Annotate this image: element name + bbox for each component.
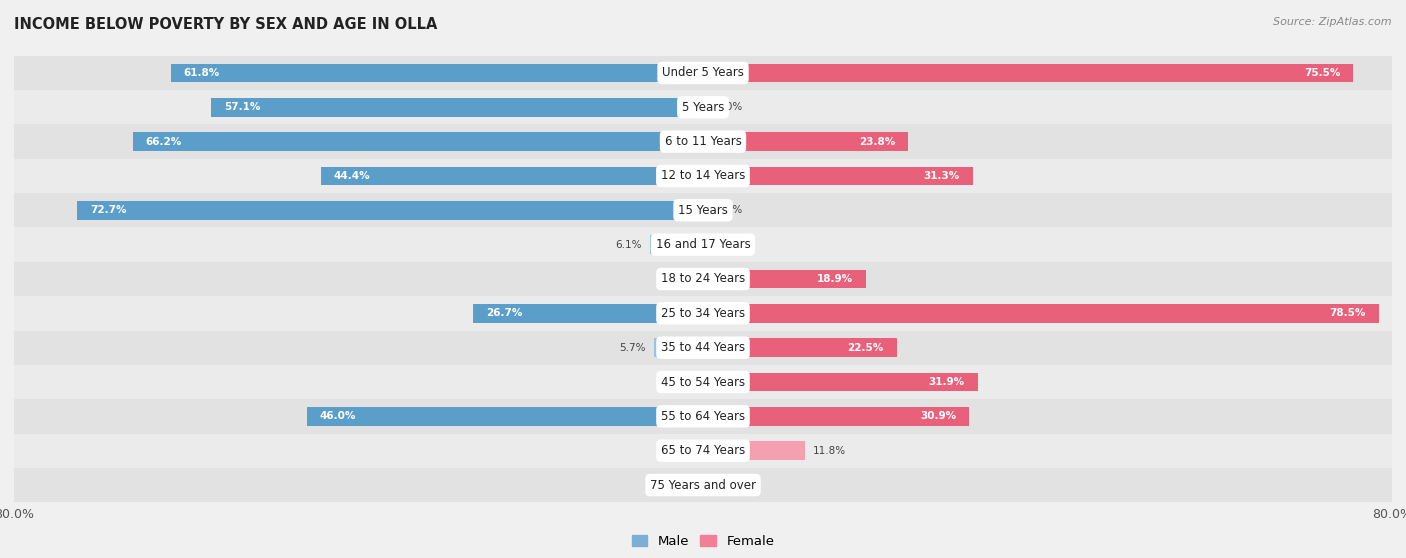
Bar [654, 338, 703, 357]
Bar [699, 441, 703, 460]
Bar [699, 475, 703, 494]
Text: INCOME BELOW POVERTY BY SEX AND AGE IN OLLA: INCOME BELOW POVERTY BY SEX AND AGE IN O… [14, 17, 437, 32]
Text: 0.0%: 0.0% [664, 446, 690, 456]
Bar [703, 304, 1379, 323]
Bar [703, 98, 707, 117]
Bar [14, 228, 1392, 262]
Text: 6.1%: 6.1% [616, 240, 643, 249]
Bar [703, 201, 707, 220]
Bar [321, 166, 703, 185]
Text: 12 to 14 Years: 12 to 14 Years [661, 170, 745, 182]
Text: 18.9%: 18.9% [817, 274, 853, 284]
Legend: Male, Female: Male, Female [626, 530, 780, 554]
Bar [14, 296, 1392, 330]
Text: 35 to 44 Years: 35 to 44 Years [661, 341, 745, 354]
Text: 78.5%: 78.5% [1330, 309, 1367, 318]
Bar [472, 304, 703, 323]
Text: 0.0%: 0.0% [716, 240, 742, 249]
Text: 57.1%: 57.1% [224, 102, 260, 112]
Text: 45 to 54 Years: 45 to 54 Years [661, 376, 745, 388]
Text: 6 to 11 Years: 6 to 11 Years [665, 135, 741, 148]
Text: 11.8%: 11.8% [813, 446, 846, 456]
Text: 30.9%: 30.9% [920, 411, 956, 421]
Text: 46.0%: 46.0% [319, 411, 356, 421]
Text: 5 Years: 5 Years [682, 101, 724, 114]
Bar [703, 338, 897, 357]
Text: 31.9%: 31.9% [929, 377, 965, 387]
Text: 65 to 74 Years: 65 to 74 Years [661, 444, 745, 457]
Text: 5.7%: 5.7% [619, 343, 645, 353]
Text: 75.5%: 75.5% [1303, 68, 1340, 78]
Text: Under 5 Years: Under 5 Years [662, 66, 744, 79]
Bar [14, 262, 1392, 296]
Text: 22.5%: 22.5% [848, 343, 884, 353]
Bar [14, 365, 1392, 399]
Bar [14, 124, 1392, 159]
Text: 44.4%: 44.4% [333, 171, 370, 181]
Text: 72.7%: 72.7% [90, 205, 127, 215]
Bar [134, 132, 703, 151]
Bar [703, 64, 1353, 83]
Text: 61.8%: 61.8% [184, 68, 219, 78]
Bar [211, 98, 703, 117]
Bar [703, 235, 707, 254]
Bar [703, 441, 804, 460]
Text: 15 Years: 15 Years [678, 204, 728, 217]
Bar [703, 373, 977, 392]
Text: 66.2%: 66.2% [146, 137, 181, 147]
Bar [14, 468, 1392, 502]
Bar [651, 235, 703, 254]
Bar [170, 64, 703, 83]
Bar [703, 270, 866, 288]
Bar [14, 399, 1392, 434]
Text: 26.7%: 26.7% [486, 309, 523, 318]
Text: 0.0%: 0.0% [716, 480, 742, 490]
Text: Source: ZipAtlas.com: Source: ZipAtlas.com [1274, 17, 1392, 27]
Text: 0.0%: 0.0% [716, 102, 742, 112]
Text: 0.0%: 0.0% [664, 480, 690, 490]
Bar [703, 132, 908, 151]
Text: 0.0%: 0.0% [664, 377, 690, 387]
Text: 23.8%: 23.8% [859, 137, 896, 147]
Bar [307, 407, 703, 426]
Bar [14, 434, 1392, 468]
Text: 25 to 34 Years: 25 to 34 Years [661, 307, 745, 320]
Text: 18 to 24 Years: 18 to 24 Years [661, 272, 745, 286]
Text: 0.0%: 0.0% [664, 274, 690, 284]
Bar [703, 407, 969, 426]
Bar [14, 330, 1392, 365]
Bar [699, 270, 703, 288]
Text: 75 Years and over: 75 Years and over [650, 479, 756, 492]
Text: 55 to 64 Years: 55 to 64 Years [661, 410, 745, 423]
Bar [699, 373, 703, 392]
Bar [14, 56, 1392, 90]
Bar [703, 166, 973, 185]
Bar [14, 90, 1392, 124]
Text: 0.0%: 0.0% [716, 205, 742, 215]
Text: 31.3%: 31.3% [924, 171, 960, 181]
Bar [703, 475, 707, 494]
Bar [14, 159, 1392, 193]
Text: 16 and 17 Years: 16 and 17 Years [655, 238, 751, 251]
Bar [14, 193, 1392, 228]
Bar [77, 201, 703, 220]
